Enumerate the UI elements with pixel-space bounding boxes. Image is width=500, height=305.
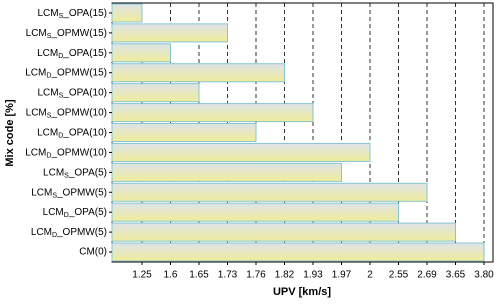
bar xyxy=(111,202,399,222)
label-subscript: S xyxy=(59,92,64,99)
y-tick-label: LCMS_OPA(15) xyxy=(37,8,107,20)
x-tick-label: 1.82 xyxy=(275,270,295,281)
label-subscript: D xyxy=(58,53,63,60)
y-tick-label: LCMS_OPMW(10) xyxy=(26,107,107,119)
label-part: LCM xyxy=(25,147,46,158)
label-part: LCM xyxy=(37,47,58,58)
label-part: _OPA(5) xyxy=(68,207,107,218)
label-subscript: S xyxy=(47,33,52,40)
label-part: LCM xyxy=(37,87,58,98)
bar xyxy=(111,222,456,242)
label-part: _OPMW(10) xyxy=(50,147,107,158)
bar xyxy=(111,3,143,23)
label-subscript: S xyxy=(47,112,52,119)
y-tick-label: LCMD_OPA(10) xyxy=(37,127,107,139)
x-tick-label: 2.69 xyxy=(417,270,437,281)
y-tick-label: LCMD_OPMW(5) xyxy=(31,227,107,239)
y-tick-label: LCMS_OPA(10) xyxy=(37,87,107,99)
label-part: _OPMW(15) xyxy=(50,28,107,39)
label-subscript: D xyxy=(52,232,57,239)
label-part: _OPMW(5) xyxy=(56,227,107,238)
label-part: LCM xyxy=(31,187,52,198)
label-subscript: D xyxy=(58,132,63,139)
label-subscript: D xyxy=(64,212,69,219)
label-subscript: D xyxy=(46,73,51,80)
x-tick-label: 1.97 xyxy=(332,270,352,281)
label-part: _OPMW(15) xyxy=(50,67,107,78)
y-tick-label: LCMS_OPA(5) xyxy=(43,167,107,179)
label-part: LCM xyxy=(43,207,64,218)
x-tick-label: 3.65 xyxy=(446,270,466,281)
bar xyxy=(111,63,285,83)
label-part: LCM xyxy=(37,8,58,19)
label-part: _OPA(15) xyxy=(62,8,107,19)
bar xyxy=(111,103,314,123)
y-tick-label: LCMS_OPMW(15) xyxy=(26,28,107,40)
label-part: _OPMW(10) xyxy=(50,107,107,118)
label-part: LCM xyxy=(37,127,58,138)
x-tick-label: 1.6 xyxy=(164,270,178,281)
x-axis-title: UPV [km/s] xyxy=(273,286,331,298)
y-tick-label: LCMD_OPMW(15) xyxy=(25,67,107,79)
label-subscript: S xyxy=(52,192,57,199)
label-part: _OPA(10) xyxy=(62,127,107,138)
x-tick-label: 1.25 xyxy=(132,270,152,281)
bar xyxy=(111,123,257,142)
x-tick-label: 1.73 xyxy=(218,270,238,281)
label-subscript: S xyxy=(64,172,69,179)
bar xyxy=(111,162,342,182)
y-tick-label: LCMD_OPA(15) xyxy=(37,47,107,59)
y-tick-label: LCMS_OPMW(5) xyxy=(31,187,107,199)
x-tick-label: 2.55 xyxy=(389,270,409,281)
label-part: LCM xyxy=(25,67,46,78)
bar xyxy=(111,242,485,262)
x-tick-label: 2 xyxy=(367,270,373,281)
label-part: _OPA(10) xyxy=(62,87,107,98)
label-part: LCM xyxy=(31,227,52,238)
label-subscript: D xyxy=(46,152,51,159)
bar xyxy=(111,182,428,202)
label-part: _OPA(5) xyxy=(68,167,107,178)
y-tick-label: LCMD_OPMW(10) xyxy=(25,147,107,159)
bar xyxy=(111,83,200,103)
y-tick-label: CM(0) xyxy=(79,247,107,258)
label-part: LCM xyxy=(43,167,64,178)
label-part: _OPMW(5) xyxy=(56,187,107,198)
x-tick-label: 3.80 xyxy=(474,270,494,281)
x-tick-label: 1.65 xyxy=(189,270,209,281)
label-part: LCM xyxy=(26,107,47,118)
bar xyxy=(111,23,228,43)
x-tick-label: 1.93 xyxy=(303,270,323,281)
label-part: LCM xyxy=(26,28,47,39)
x-tick-label: 1.76 xyxy=(246,270,266,281)
label-part: _OPA(15) xyxy=(62,47,107,58)
y-axis-title: Mix code [%] xyxy=(4,99,16,167)
bar xyxy=(111,43,171,63)
y-tick-label: LCMD_OPA(5) xyxy=(43,207,107,219)
bar xyxy=(111,142,371,162)
label-subscript: S xyxy=(59,13,64,20)
